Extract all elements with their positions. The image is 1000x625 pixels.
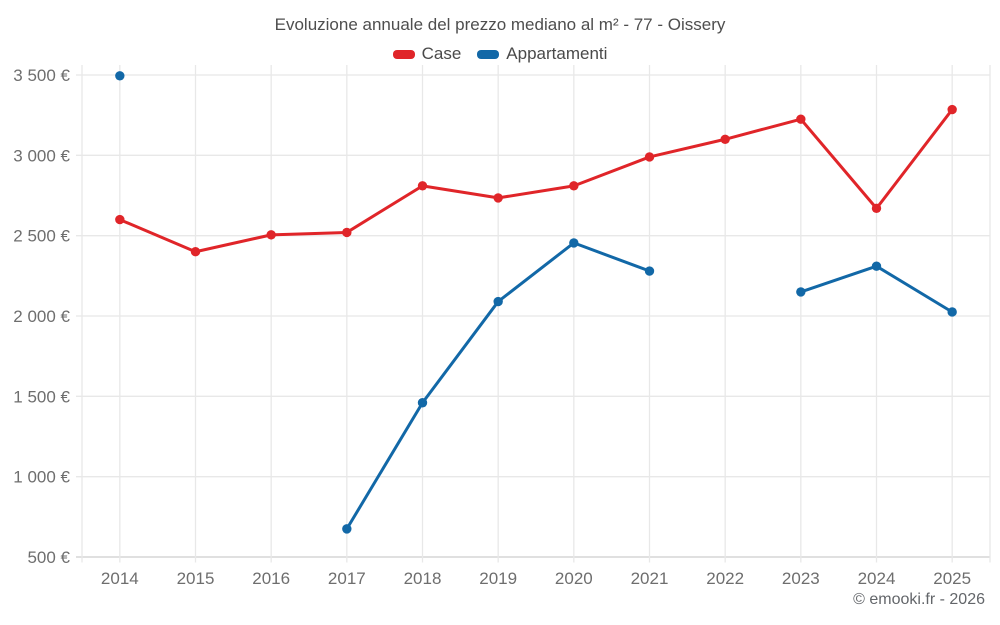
copyright-notice: © emooki.fr - 2026 [853,591,985,608]
x-axis-labels: 2014 2015 2016 2017 2018 2019 2020 2021 2022 2023… [101,569,971,588]
x-tick-label: 2019 [479,569,517,588]
y-tick-label: 500 € [27,548,70,567]
case-legend-swatch-icon [392,49,415,59]
appartamenti-point-2025[interactable] [947,307,957,317]
case-point-2025[interactable] [947,104,957,115]
x-tick-label: 2018 [404,569,442,588]
appartamenti-point-2020[interactable] [569,238,579,248]
y-tick-label: 1 500 € [13,387,70,406]
case-point-2015[interactable] [190,247,201,257]
appartamenti-point-2024[interactable] [871,261,882,271]
case-point-2016[interactable] [266,230,276,240]
case-point-2019[interactable] [493,193,503,203]
case-point-2014[interactable] [115,214,125,225]
legend: Case Appartamenti [0,44,1000,64]
appartamenti-point-2019[interactable] [493,296,503,307]
gridlines [76,65,991,563]
x-tick-label: 2014 [101,569,139,588]
y-tick-label: 2 500 € [13,227,70,246]
case-point-2020[interactable] [569,181,579,191]
case-point-2024[interactable] [871,203,882,214]
appartamenti-point-2017[interactable] [342,524,352,534]
x-tick-label: 2016 [252,569,290,588]
x-tick-label: 2022 [706,569,744,588]
x-tick-label: 2015 [177,569,215,588]
x-tick-label: 2023 [782,569,820,588]
case-point-2023[interactable] [796,114,806,124]
x-tick-label: 2024 [858,569,896,588]
appartamenti-point-2021[interactable] [644,266,655,276]
appartamenti-point-2023[interactable] [796,287,806,297]
y-tick-label: 1 000 € [13,468,70,487]
case-point-2018[interactable] [417,181,428,191]
x-tick-label: 2025 [933,569,971,588]
x-tick-label: 2020 [555,569,593,588]
appartamenti-point-2014[interactable] [115,71,125,81]
series-appartamenti [115,71,957,534]
case-legend-label: Case [421,44,462,63]
case-point-2017[interactable] [342,227,352,238]
appartamenti-point-2018[interactable] [417,398,428,408]
appartamenti-legend-swatch-icon [477,49,500,59]
y-axis-labels: 500 € 1 000 € 1 500 € 2 000 € 2 500 € 3 000 €… [13,66,70,567]
y-tick-label: 3 000 € [13,146,70,165]
x-tick-label: 2021 [631,569,669,588]
chart-title: Evoluzione annuale del prezzo mediano al… [274,15,726,34]
appartamenti-legend-label: Appartamenti [506,44,608,63]
y-tick-label: 3 500 € [13,66,70,85]
legend-item-appartamenti[interactable]: Appartamenti [477,44,607,64]
series-case [115,104,957,257]
case-point-2022[interactable] [720,134,730,144]
y-tick-label: 2 000 € [13,307,70,326]
x-tick-label: 2017 [328,569,366,588]
case-point-2021[interactable] [644,152,655,162]
legend-item-case[interactable]: Case [392,44,462,64]
